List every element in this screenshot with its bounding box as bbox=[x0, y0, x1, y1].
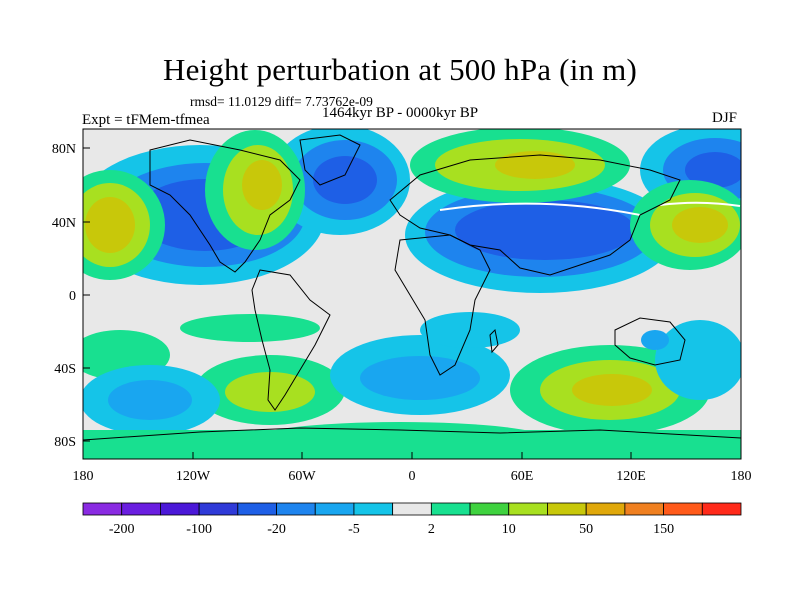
lat-label-80n: 80N bbox=[52, 142, 76, 157]
colorbar-swatch bbox=[624, 502, 664, 516]
lon-axis: 180 120W 60W 0 60E 120E 180 bbox=[73, 452, 752, 484]
colorbar-swatch bbox=[314, 502, 355, 516]
stats-line: rmsd= 11.0129 diff= 7.73762e-09 bbox=[190, 94, 373, 109]
colorbar-swatch bbox=[392, 502, 432, 516]
colorbar-label: 50 bbox=[579, 522, 593, 537]
colorbar-swatch bbox=[430, 502, 471, 516]
lat-label-80s: 80S bbox=[54, 435, 76, 450]
colorbar-swatch bbox=[198, 502, 239, 516]
lat-axis: 80N 40N 0 40S 80S bbox=[52, 142, 90, 450]
colorbar-swatch bbox=[353, 502, 394, 516]
colorbar-label: -100 bbox=[186, 522, 212, 537]
lon-label-120e: 120E bbox=[616, 469, 646, 484]
lat-label-40s: 40S bbox=[54, 362, 76, 377]
lon-label-180w: 180 bbox=[73, 469, 94, 484]
colorbar-label: 10 bbox=[502, 522, 516, 537]
colorbar-swatch bbox=[160, 502, 200, 516]
colorbar-swatch bbox=[508, 502, 548, 516]
colorbar-label: -200 bbox=[109, 522, 135, 537]
lon-label-0: 0 bbox=[409, 469, 416, 484]
lon-label-120w: 120W bbox=[176, 469, 211, 484]
colorbar-swatch bbox=[701, 502, 742, 516]
colorbar-swatch bbox=[82, 502, 123, 516]
colorbar-label: -5 bbox=[348, 522, 360, 537]
map-title: Height perturbation at 500 hPa (in m) bbox=[162, 52, 638, 87]
colorbar-label: 150 bbox=[653, 522, 674, 537]
season-label: DJF bbox=[712, 110, 738, 126]
colorbar bbox=[82, 502, 742, 516]
colorbar-labels: -200 -100 -20 -5 2 10 50 150 bbox=[109, 522, 674, 537]
colorbar-swatch bbox=[469, 502, 510, 516]
lon-label-180e: 180 bbox=[731, 469, 752, 484]
colorbar-label: -20 bbox=[267, 522, 286, 537]
time-period: 1464kyr BP - 0000kyr BP bbox=[322, 105, 479, 121]
colorbar-swatch bbox=[121, 502, 161, 516]
colorbar-swatch bbox=[585, 502, 626, 516]
lon-label-60w: 60W bbox=[288, 469, 316, 484]
colorbar-swatch bbox=[237, 502, 277, 516]
colorbar-label: 2 bbox=[428, 522, 435, 537]
lon-label-60e: 60E bbox=[511, 469, 534, 484]
lat-label-40n: 40N bbox=[52, 216, 76, 231]
colorbar-swatch bbox=[663, 502, 703, 516]
colorbar-swatch bbox=[276, 502, 316, 516]
experiment-label: Expt = tFMem-tfmea bbox=[82, 112, 210, 128]
coastlines bbox=[83, 134, 741, 441]
colorbar-swatch bbox=[547, 502, 587, 516]
lat-label-0: 0 bbox=[69, 289, 76, 304]
